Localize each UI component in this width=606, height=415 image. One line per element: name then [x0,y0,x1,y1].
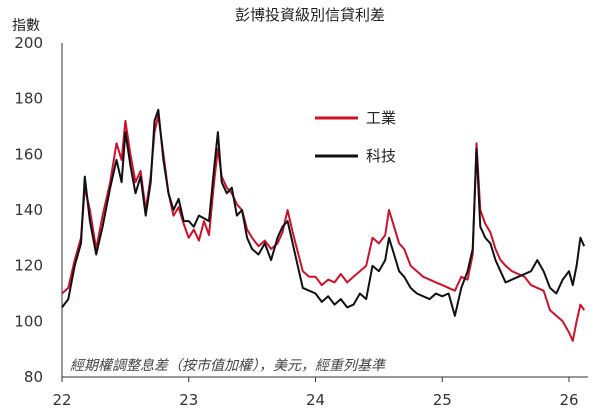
y-tick-label: 200 [14,34,43,52]
y-tick-label: 160 [14,145,43,163]
footnote: 經期權調整息差（按市值加權），美元，經重列基準 [70,358,387,374]
x-tick-label: 26 [559,391,578,409]
y-axis-ticks: 80 100 120 140 160 180 200 [14,34,43,386]
legend-label: 工業 [366,109,396,127]
series-lines [61,108,586,342]
y-tick-label: 140 [14,201,43,219]
x-tick-label: 24 [306,391,325,409]
x-tick-label: 22 [52,391,71,409]
series-line-technology [61,108,586,317]
y-tick-label: 120 [14,257,43,275]
legend-label: 科技 [366,147,396,165]
y-tick-label: 80 [24,368,43,386]
x-tick-label: 23 [179,391,198,409]
chart-title: 彭博投資級別信貸利差 [235,6,385,24]
x-axis-ticks: 22 23 24 25 26 [52,377,579,409]
series-line-industrial [61,114,586,342]
y-tick-label: 100 [14,312,43,330]
x-tick-label: 25 [433,391,452,409]
y-axis-label: 指數 [12,18,40,34]
y-tick-label: 180 [14,90,43,108]
